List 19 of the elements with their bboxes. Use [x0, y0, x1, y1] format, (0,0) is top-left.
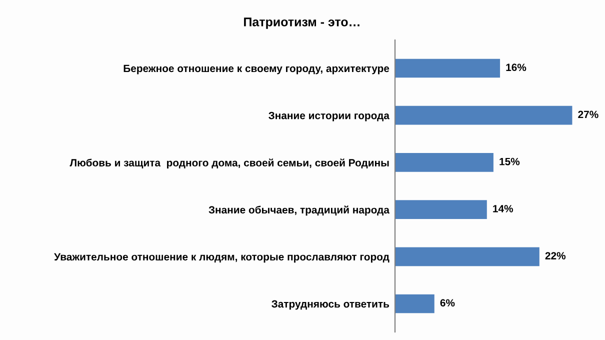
data-label: 16%	[506, 64, 526, 72]
bar	[395, 294, 434, 314]
y-tick-label: Уважительное отношение к людям, которые прославляют город	[54, 253, 390, 263]
data-label: 14%	[493, 204, 514, 212]
y-tick-label: Любовь и защита родного дома, своей семьи, своей Родины	[70, 158, 389, 168]
chart-title: Патриотизм - это…	[244, 18, 360, 29]
data-label: 15%	[500, 158, 520, 166]
y-tick-label: Затрудняюсь ответить	[272, 300, 390, 310]
data-label: 6%	[440, 299, 455, 307]
y-tick-label: Бережное отношение к своему городу, архитектуре	[124, 64, 390, 74]
bar	[395, 106, 572, 125]
bar	[395, 247, 540, 266]
bar	[395, 200, 487, 219]
bar	[395, 58, 500, 78]
y-tick-label: Знание обычаев, традиций народа	[208, 206, 390, 216]
y-tick-label: Знание истории города	[268, 112, 390, 122]
bar	[395, 153, 494, 172]
data-label: 22%	[545, 252, 566, 260]
data-label: 27%	[578, 110, 598, 118]
